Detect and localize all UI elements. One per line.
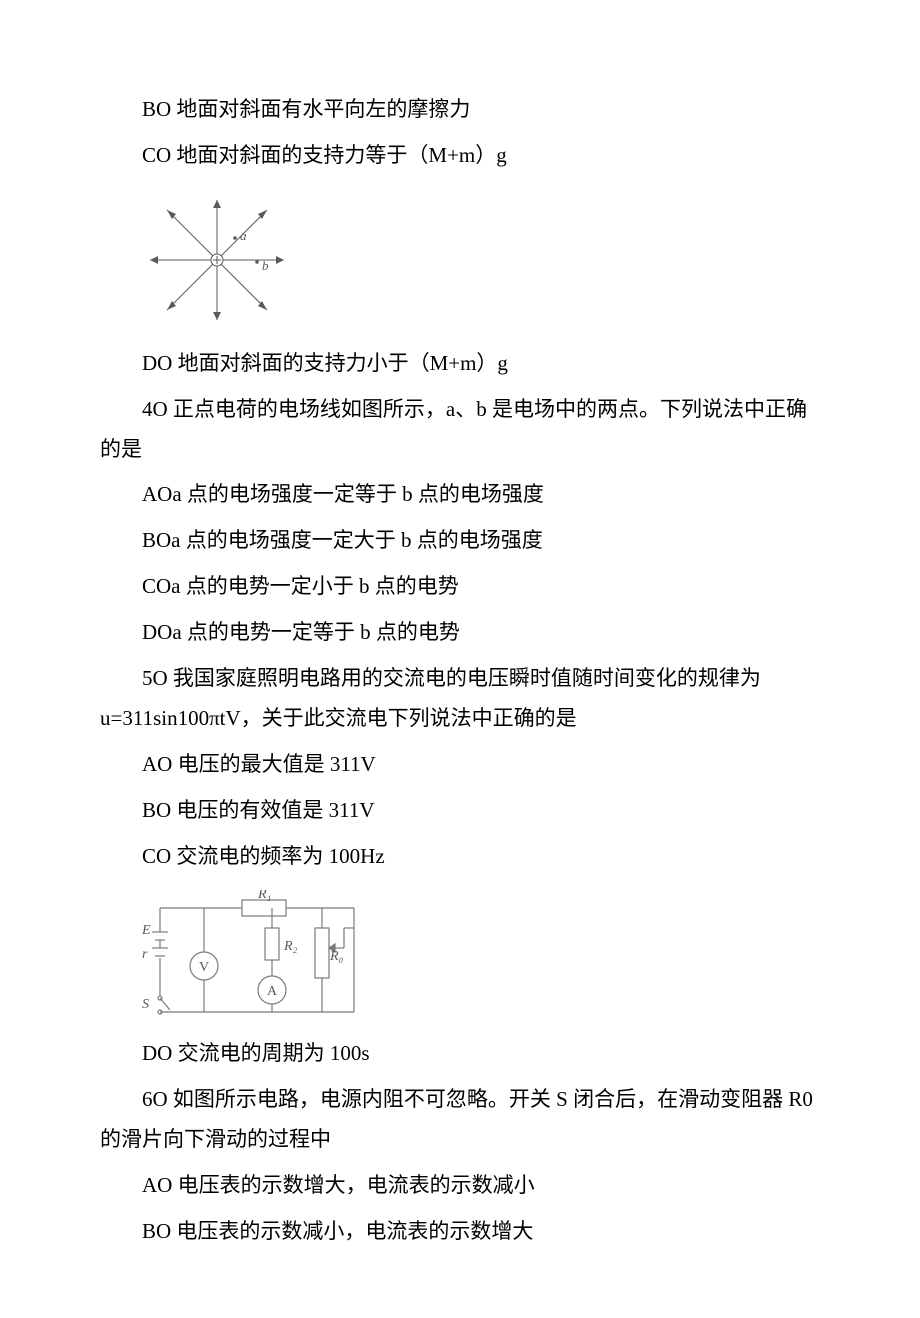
q6-option-b: BO 电压表的示数减小，电流表的示数增大 bbox=[100, 1212, 820, 1252]
q5-option-c: CO 交流电的频率为 100Hz bbox=[100, 837, 820, 877]
question-5: 5O 我国家庭照明电路用的交流电的电压瞬时值随时间变化的规律为 u=311sin… bbox=[100, 659, 820, 739]
q4-option-b: BOa 点的电场强度一定大于 b 点的电场强度 bbox=[100, 521, 820, 561]
label-R2: R₂ bbox=[283, 939, 298, 954]
option-d-support: DO 地面对斜面的支持力小于（M+m）g bbox=[100, 344, 820, 384]
option-c-support: CO 地面对斜面的支持力等于（M+m）g bbox=[100, 136, 820, 176]
option-b-friction: BO 地面对斜面有水平向左的摩擦力 bbox=[100, 90, 820, 130]
label-S: S bbox=[142, 997, 149, 1012]
q4-option-c: COa 点的电势一定小于 b 点的电势 bbox=[100, 567, 820, 607]
label-a: a bbox=[240, 228, 247, 243]
q6-option-a: AO 电压表的示数增大，电流表的示数减小 bbox=[100, 1166, 820, 1206]
label-V: V bbox=[199, 960, 209, 975]
label-E: E bbox=[142, 923, 151, 938]
label-A: A bbox=[267, 984, 278, 999]
figure-field-lines: a b bbox=[142, 190, 820, 330]
label-R0: R₀ bbox=[329, 949, 344, 964]
question-6: 6O 如图所示电路，电源内阻不可忽略。开关 S 闭合后，在滑动变阻器 R0 的滑… bbox=[100, 1080, 820, 1160]
figure-circuit: E r S V A R₁ R₂ R₀ bbox=[142, 890, 820, 1020]
q5-option-b: BO 电压的有效值是 311V bbox=[100, 791, 820, 831]
label-b: b bbox=[262, 258, 269, 273]
q4-option-d: DOa 点的电势一定等于 b 点的电势 bbox=[100, 613, 820, 653]
q4-option-a: AOa 点的电场强度一定等于 b 点的电场强度 bbox=[100, 475, 820, 515]
label-r: r bbox=[142, 947, 148, 962]
label-R1: R₁ bbox=[257, 890, 271, 902]
question-4: 4O 正点电荷的电场线如图所示，a、b 是电场中的两点。下列说法中正确的是 bbox=[100, 390, 820, 470]
q5-option-d: DO 交流电的周期为 100s bbox=[100, 1034, 820, 1074]
q5-option-a: AO 电压的最大值是 311V bbox=[100, 745, 820, 785]
